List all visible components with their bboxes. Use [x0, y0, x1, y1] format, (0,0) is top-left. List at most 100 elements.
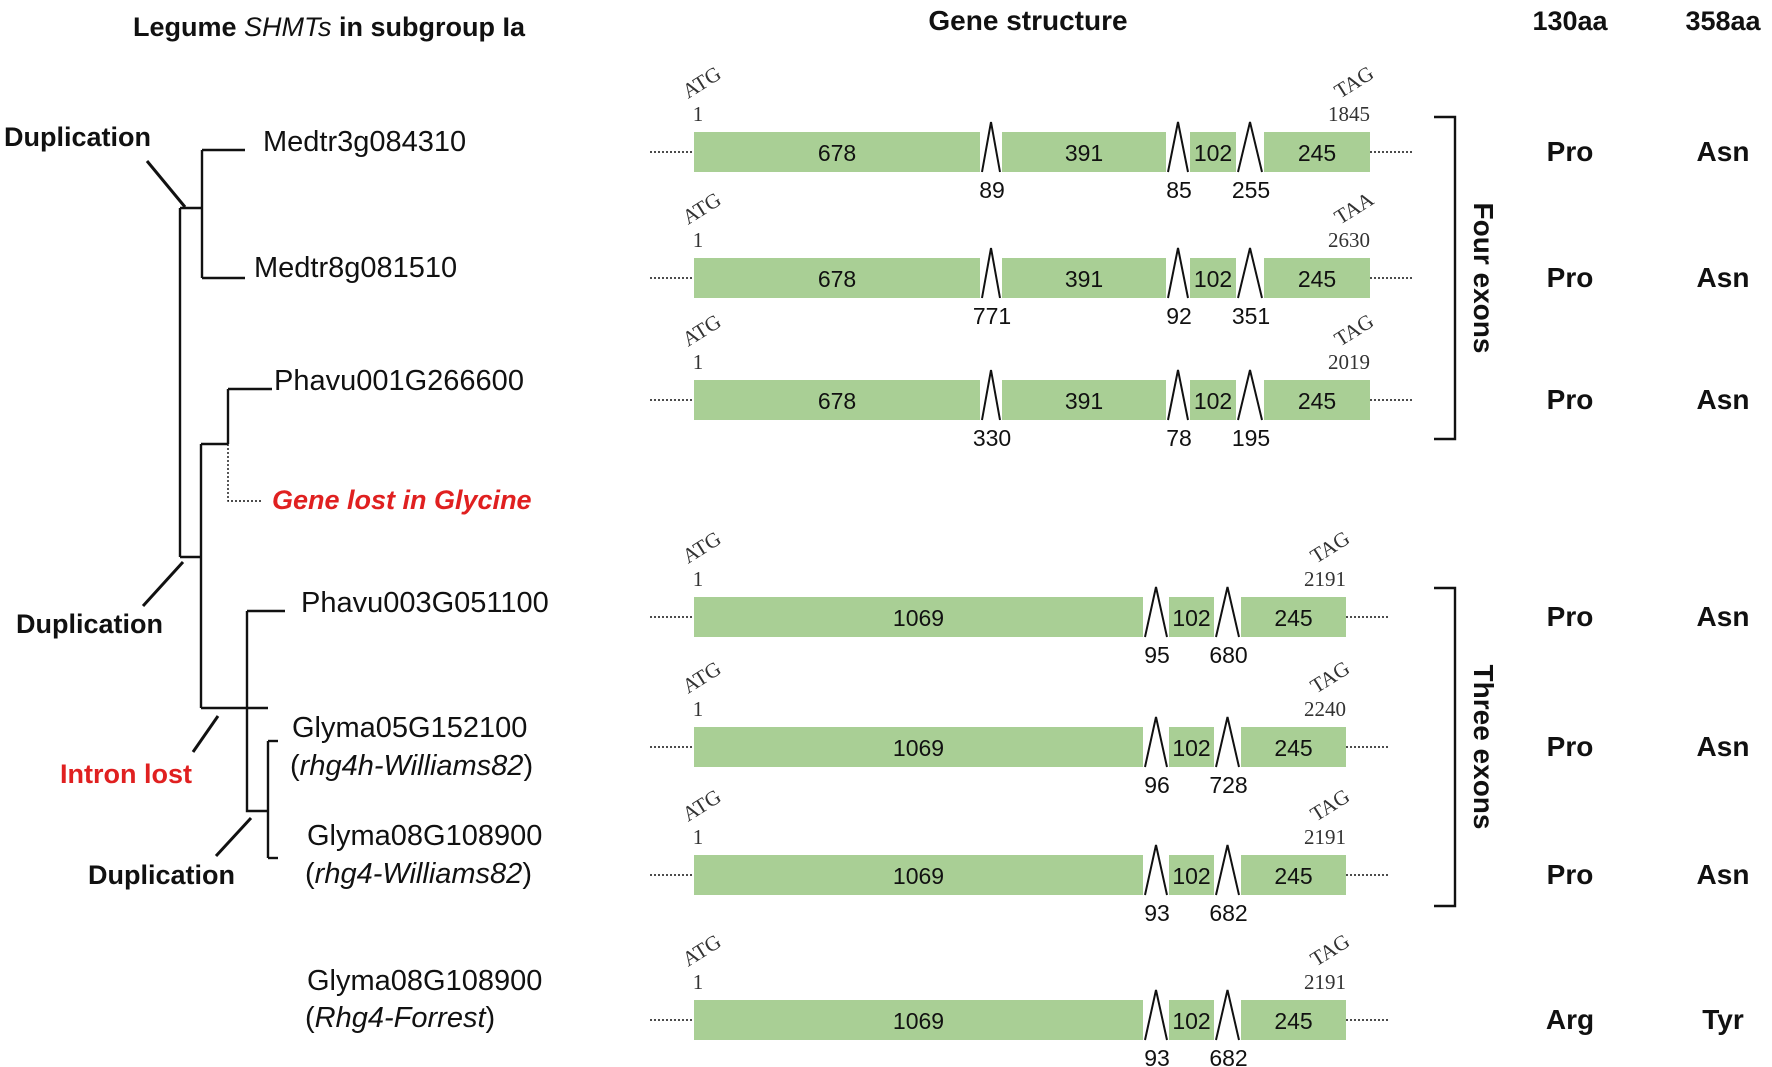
panel-title-italic: SHMTs [244, 12, 332, 42]
intron-length: 771 [973, 303, 1011, 329]
duplication-pointer-top [145, 160, 187, 208]
aa-358: Tyr [1702, 1004, 1744, 1035]
intron-chevron [1144, 586, 1168, 638]
allele-paren-close: ) [523, 750, 533, 782]
start-codon: ATG [678, 309, 725, 351]
intron-chevron [1167, 247, 1189, 299]
three-exons-label: Three exons [1468, 665, 1499, 830]
exon-box [694, 727, 1143, 767]
exon-box [1241, 1000, 1346, 1040]
gene-row: Glyma05G152100 (rhg4h-Williams82) 1069 102 2… [290, 656, 1749, 798]
exon-box [694, 855, 1143, 895]
gene-name: Medtr3g084310 [263, 126, 466, 158]
exon-length: 1069 [893, 863, 944, 889]
intron-chevron [1144, 716, 1168, 768]
end-position: 2191 [1304, 970, 1346, 994]
start-codon: ATG [678, 656, 725, 698]
exon-box [694, 597, 1143, 637]
intron-chevron [981, 247, 1001, 299]
intron-length: 330 [973, 425, 1011, 451]
exon-box [694, 132, 980, 172]
gene-name: Glyma08G108900 [307, 820, 542, 852]
intron-chevron [1237, 247, 1263, 299]
intron-chevron [1215, 716, 1240, 768]
gene-lost-label: Gene lost in Glycine [272, 485, 532, 515]
gene-name: Phavu003G051100 [301, 587, 549, 619]
start-position: 1 [693, 697, 704, 721]
exon-box [1002, 258, 1166, 298]
four-exons-bracket [1434, 115, 1457, 441]
stop-codon: TAA [1330, 186, 1379, 229]
aa-358: Asn [1697, 859, 1750, 890]
phylogenetic-tree [141, 148, 285, 860]
intron-chevron [1144, 989, 1168, 1041]
exon-box [1264, 380, 1370, 420]
start-codon: ATG [678, 61, 725, 103]
aa-130: Pro [1547, 601, 1594, 632]
intron-length: 96 [1144, 772, 1170, 798]
exon-box [1190, 380, 1236, 420]
exon-length: 102 [1194, 388, 1232, 414]
intron-chevron [1215, 586, 1240, 638]
exon-length: 102 [1172, 863, 1210, 889]
intron-length: 680 [1209, 642, 1247, 668]
aa-130: Arg [1546, 1004, 1594, 1035]
exon-length: 102 [1172, 1008, 1210, 1034]
exon-length: 245 [1298, 266, 1336, 292]
intron-length: 728 [1209, 772, 1247, 798]
intron-chevron [1237, 369, 1263, 421]
gene-structure-header: Gene structure [928, 5, 1127, 36]
start-position: 1 [693, 350, 704, 374]
tree-link-glyma [245, 708, 268, 813]
panel-title-prefix: Legume [133, 12, 244, 42]
intron-length: 95 [1144, 642, 1170, 668]
gene-row: Glyma08G108900 (rhg4-Williams82) 1069 102 24… [305, 784, 1749, 926]
exon-box [1190, 258, 1236, 298]
allele-paren-open: ( [305, 1002, 315, 1034]
start-codon: ATG [678, 526, 725, 568]
duplication-label-mid: Duplication [16, 609, 163, 639]
allele-label: (rhg4h-Williams82) [290, 750, 533, 782]
gene-name: Medtr8g081510 [254, 252, 457, 284]
exon-length: 391 [1065, 266, 1103, 292]
exon-box [1169, 1000, 1214, 1040]
exon-length: 102 [1194, 266, 1232, 292]
exon-box [1190, 132, 1236, 172]
start-position: 1 [693, 102, 704, 126]
allele-name: rhg4h-Williams82 [300, 750, 524, 782]
intron-length: 92 [1166, 303, 1192, 329]
start-codon: ATG [678, 187, 725, 229]
exon-length: 245 [1274, 735, 1312, 761]
exon-box [1169, 855, 1214, 895]
aa-358: Asn [1697, 136, 1750, 167]
exon-length: 245 [1298, 388, 1336, 414]
exon-length: 391 [1065, 140, 1103, 166]
stop-codon: TAG [1306, 526, 1354, 568]
allele-paren-close: ) [486, 1002, 496, 1034]
start-position: 1 [693, 970, 704, 994]
stop-codon: TAG [1306, 929, 1354, 971]
exon-box [1169, 597, 1214, 637]
allele-label: (rhg4-Williams82) [305, 858, 532, 890]
duplication-pointer-bottom [214, 816, 253, 858]
start-position: 1 [693, 228, 704, 252]
end-position: 1845 [1328, 102, 1370, 126]
intron-chevron [1167, 369, 1189, 421]
start-position: 1 [693, 567, 704, 591]
exon-length: 245 [1274, 1008, 1312, 1034]
exon-box [1241, 727, 1346, 767]
panel-title: Legume SHMTs in subgroup Ia [133, 12, 526, 42]
exon-length: 245 [1298, 140, 1336, 166]
exon-box [694, 1000, 1143, 1040]
stop-codon: TAG [1306, 784, 1354, 826]
end-position: 2630 [1328, 228, 1370, 252]
end-position: 2191 [1304, 567, 1346, 591]
exon-box [694, 380, 980, 420]
intron-length: 78 [1166, 425, 1192, 451]
allele-name: rhg4-Williams82 [315, 858, 523, 890]
col-130aa-header: 130aa [1532, 6, 1608, 36]
exon-length: 245 [1274, 605, 1312, 631]
exon-length: 102 [1172, 735, 1210, 761]
intron-lost-pointer [191, 715, 220, 753]
